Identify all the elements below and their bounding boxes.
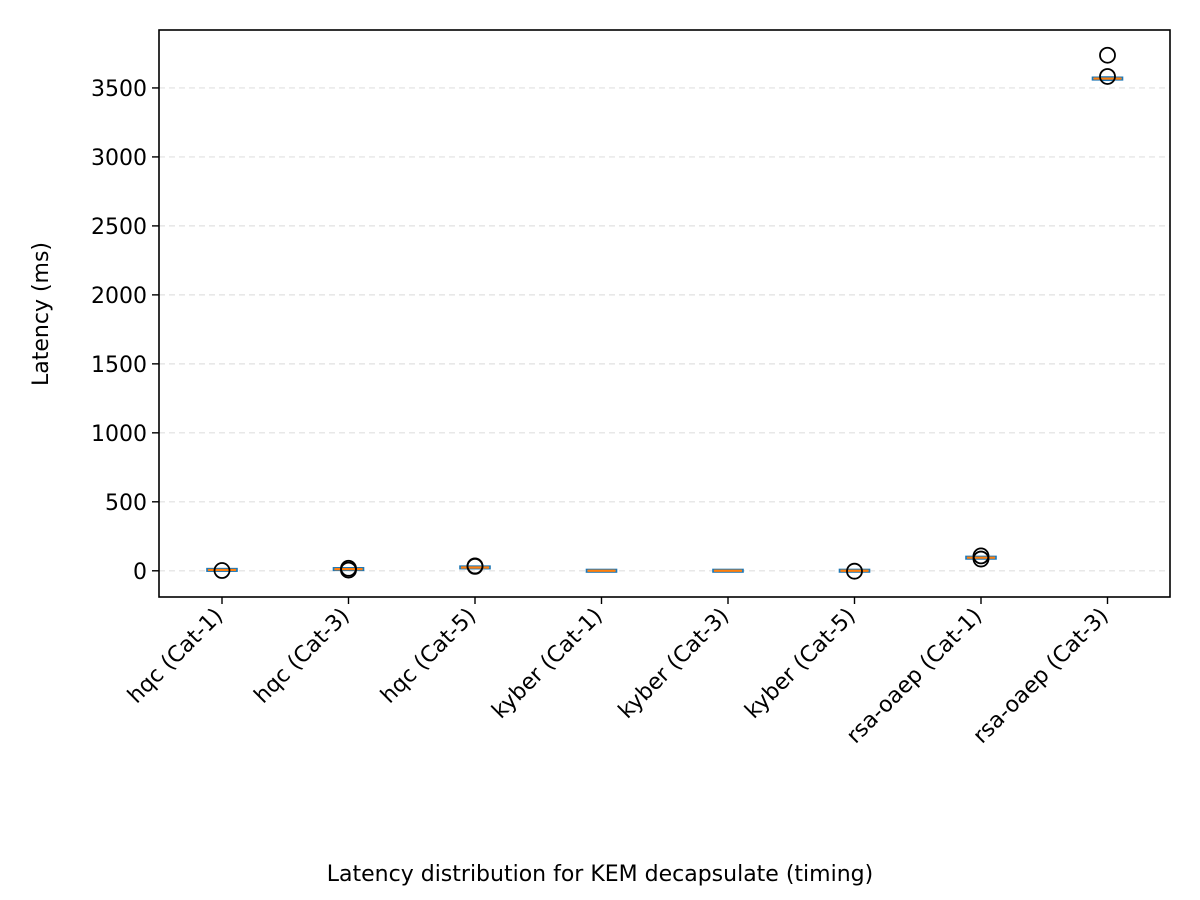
y-tick-label: 1000	[91, 422, 147, 447]
y-tick-label: 1500	[91, 353, 147, 378]
boxes	[206, 76, 1124, 573]
y-axis-label: Latency (ms)	[29, 242, 54, 386]
gridlines	[159, 87, 1170, 572]
chart-caption: Latency distribution for KEM decapsulate…	[326, 862, 874, 887]
y-tick-label: 3500	[91, 77, 147, 102]
x-tick-label: hqc (Cat-1)	[123, 604, 228, 709]
x-tick-label: rsa-oaep (Cat-1)	[842, 604, 987, 749]
outlier-point	[1099, 46, 1116, 64]
x-tick-label: rsa-oaep (Cat-3)	[969, 604, 1114, 749]
outlier-point	[846, 562, 863, 580]
x-tick-label: kyber (Cat-3)	[614, 604, 734, 724]
x-tick-label: kyber (Cat-5)	[740, 604, 860, 724]
outlier-point	[466, 557, 484, 575]
outlier-point	[340, 559, 357, 577]
y-tick-label: 0	[133, 560, 147, 585]
outlier-point	[213, 562, 231, 579]
outliers	[213, 46, 1116, 580]
outlier-point	[1099, 68, 1116, 85]
y-axis-ticks: 0 500 1000 1500 2000 2500 3000 3500	[91, 77, 159, 585]
x-tick-label: kyber (Cat-1)	[487, 604, 607, 724]
y-tick-label: 3000	[91, 146, 147, 171]
outlier-point	[972, 547, 990, 565]
y-tick-label: 2500	[91, 215, 147, 240]
y-tick-label: 2000	[91, 284, 147, 309]
x-axis-ticks: hqc (Cat-1) hqc (Cat-3) hqc (Cat-5) kyber (…	[123, 597, 1114, 749]
y-tick-label: 500	[105, 491, 147, 516]
plot-area-frame	[158, 29, 1171, 598]
x-tick-label: hqc (Cat-5)	[376, 604, 481, 709]
x-tick-label: hqc (Cat-3)	[250, 604, 355, 709]
